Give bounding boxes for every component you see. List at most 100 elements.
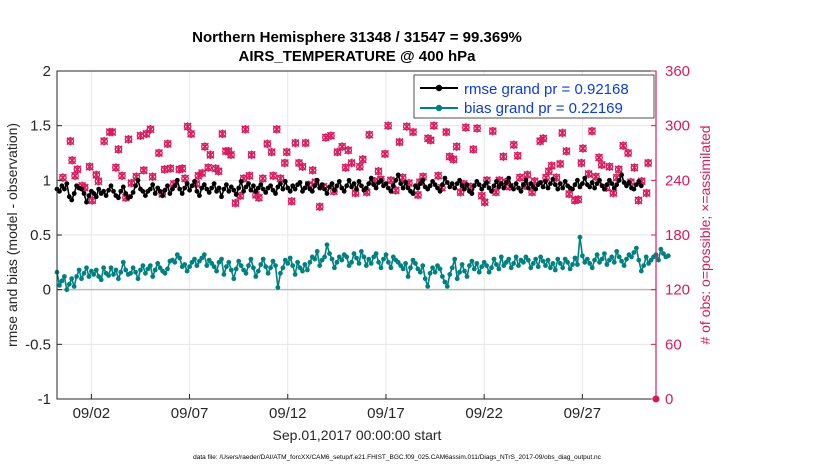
rmse-point: [459, 183, 465, 189]
obs-count-marker: [263, 139, 272, 149]
bias-point: [111, 272, 116, 277]
obs-count-marker: [562, 146, 571, 156]
obs-count-marker: [326, 131, 335, 140]
rmse-point: [417, 181, 423, 187]
bias-point: [228, 267, 234, 273]
bias-point: [300, 268, 305, 274]
bias-point: [177, 255, 183, 261]
rmse-point: [216, 185, 222, 191]
rmse-point: [548, 181, 553, 187]
rmse-point: [373, 185, 379, 191]
obs-count-marker: [100, 136, 109, 146]
rmse-point: [415, 185, 421, 191]
x-axis: 09/02 09/07 09/12 09/17 09/22 09/27: [73, 394, 601, 422]
obs-count-marker: [276, 174, 285, 183]
rmse-point: [501, 185, 507, 191]
obs-count-marker: [480, 197, 489, 207]
chart-title-line2: AIRS_TEMPERATURE @ 400 hPa: [239, 48, 477, 65]
obs-count-marker: [344, 145, 353, 155]
obs-count-marker: [513, 151, 522, 161]
obs-count-marker: [442, 127, 451, 137]
bias-point: [57, 282, 62, 288]
rmse-point: [498, 181, 504, 187]
bias-point: [113, 267, 119, 273]
bias-point: [440, 274, 445, 279]
obs-count-marker: [241, 125, 250, 134]
bias-point: [368, 261, 374, 266]
bias-point: [243, 270, 249, 276]
bias-point: [494, 262, 499, 267]
bias-point: [599, 256, 605, 262]
bias-point: [467, 263, 472, 268]
rmse-point: [103, 193, 109, 199]
bias-point: [656, 257, 661, 263]
bias-point: [128, 270, 134, 276]
rmse-point: [454, 181, 460, 187]
rmse-point: [116, 195, 121, 201]
rmse-point: [452, 185, 458, 191]
rmse-point: [334, 183, 340, 189]
rmse-point: [314, 177, 320, 183]
rmse-point: [383, 181, 389, 187]
rmse-point: [287, 188, 293, 194]
obs-count-marker: [204, 163, 213, 172]
bias-point: [459, 262, 465, 267]
rmse-point: [69, 197, 75, 203]
rmse-point: [607, 177, 612, 183]
rmse-point: [518, 188, 524, 194]
rmse-point: [226, 188, 232, 194]
bias-point: [371, 254, 377, 260]
legend-label-bias: bias grand pr = 0.22169: [464, 100, 623, 117]
left-tick-label: 1.5: [30, 118, 51, 135]
rmse-point: [471, 183, 477, 189]
bias-point: [616, 254, 622, 260]
bias-point: [138, 267, 143, 273]
bias-point: [162, 270, 168, 276]
bias-point: [575, 262, 580, 267]
rmse-point: [224, 182, 229, 188]
rmse-point: [523, 177, 529, 183]
obs-count-marker: [630, 163, 639, 172]
bias-point: [238, 263, 244, 268]
bias-point: [449, 265, 455, 271]
rmse-point: [108, 183, 114, 189]
rmse-point: [508, 183, 514, 189]
bias-point: [307, 259, 313, 265]
bias-point: [417, 269, 423, 275]
bias-point: [221, 272, 227, 277]
x-tick-label: 09/12: [269, 405, 307, 422]
rmse-point: [599, 183, 605, 189]
legend-box: [413, 74, 655, 119]
bias-point: [661, 251, 666, 256]
bias-point: [182, 262, 188, 267]
obs-count-marker: [254, 193, 263, 202]
bias-point: [248, 256, 254, 262]
rmse-point: [494, 179, 499, 184]
rmse-point: [356, 179, 362, 184]
rmse-point: [336, 179, 342, 184]
bias-point: [550, 261, 556, 266]
bias-point: [101, 265, 106, 271]
bias-point: [636, 257, 642, 263]
bias-point: [464, 274, 470, 279]
rmse-point: [359, 183, 364, 189]
bias-point: [619, 258, 624, 264]
obs-count-marker: [200, 142, 209, 151]
rmse-point: [273, 191, 278, 196]
bias-point: [69, 276, 75, 282]
bias-point: [275, 285, 281, 290]
rmse-point: [302, 185, 308, 191]
bias-point: [533, 256, 539, 262]
legend-marker-rmse: [435, 84, 443, 92]
obs-count-marker: [577, 158, 586, 168]
obs-count-marker: [578, 144, 587, 153]
bias-point: [135, 276, 141, 282]
rmse-point: [398, 181, 404, 187]
obs-count-marker: [85, 162, 94, 171]
rmse-point: [322, 186, 327, 192]
legend-label-rmse: rmse grand pr = 0.92168: [464, 81, 629, 98]
rmse-point: [66, 194, 72, 200]
bias-point: [634, 245, 639, 251]
